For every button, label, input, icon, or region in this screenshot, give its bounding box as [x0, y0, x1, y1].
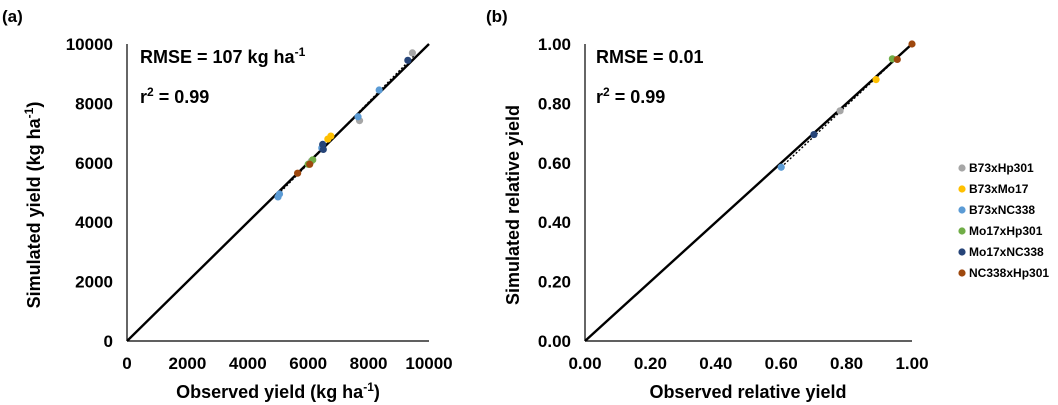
panel-a-x-tick-label: 8000 [350, 354, 388, 373]
legend-label-mo17xhp301: Mo17xHp301 [969, 224, 1043, 238]
panel-a-y-tick-label: 6000 [75, 154, 113, 173]
panel-a-y-axis-title: Simulated yield (kg ha-1) [22, 102, 44, 309]
legend-marker-b73xhp301 [958, 164, 966, 172]
panel-a-y-tick-label: 8000 [75, 94, 113, 113]
panel-a-point-b73xnc338 [275, 190, 284, 198]
panel-b-label: (b) [486, 7, 508, 26]
panel-a-point-b73xnc338 [354, 113, 362, 121]
panel-b-point-nc338xhp301 [908, 40, 916, 48]
legend-marker-b73xnc338 [958, 206, 966, 214]
legend: B73xHp301 B73xMo17 B73xNC338 Mo17xHp301 Mo17… [958, 161, 1049, 280]
panel-b-plot-area: 0.00 0.20 0.40 0.60 0.80 1.00 0.00 0.20 0.40 0.60… [538, 35, 929, 373]
panel-a-point-b73xmo17 [324, 135, 332, 143]
panel-a-point-nc338xhp301 [306, 160, 314, 168]
panel-b-point-nc338xhp301 [893, 55, 901, 64]
panel-a-point-b73xnc338 [375, 86, 383, 94]
panel-a-point-mo17xnc338 [404, 56, 412, 64]
panel-b-y-tick-label: 0.80 [538, 94, 571, 113]
panel-a-x-tick-label: 10000 [405, 354, 452, 373]
panel-b-y-axis-title: Simulated relative yield [503, 105, 523, 305]
panel-b-x-tick-label: 0.60 [765, 354, 798, 373]
panel-a-y-tick-label: 2000 [75, 273, 113, 292]
panel-a-r2-annotation: r2 = 0.99 [140, 85, 209, 107]
panel-b-point-b73xmo17 [872, 76, 880, 84]
panel-b-point-b73xnc338 [777, 163, 785, 171]
legend-marker-mo17xnc338 [958, 248, 966, 256]
panel-a-x-tick-label: 0 [122, 354, 131, 373]
panel-a-x-tick-label: 2000 [168, 354, 206, 373]
panel-b-x-tick-label: 0.20 [634, 354, 667, 373]
panel-b-x-axis-title: Observed relative yield [649, 382, 846, 402]
panel-b-point-b73xhp301 [836, 107, 844, 115]
panel-a-point-b73xhp301 [408, 49, 416, 57]
panel-a-x-axis-title: Observed yield (kg ha-1) [176, 380, 380, 402]
legend-marker-mo17xhp301 [958, 227, 966, 235]
panel-b-y-tick-label: 0.20 [538, 273, 571, 292]
panel-b-trend-line [780, 43, 913, 168]
panel-b: (b) Simulated relative yield Observed re… [486, 7, 929, 402]
panel-a-x-tick-label: 4000 [229, 354, 267, 373]
panel-b-y-tick-label: 0.60 [538, 154, 571, 173]
legend-marker-b73xmo17 [958, 185, 966, 193]
panel-a-x-tick-label: 6000 [289, 354, 327, 373]
legend-label-mo17xnc338: Mo17xNC338 [969, 245, 1044, 259]
panel-a-rmse-annotation: RMSE = 107 kg ha-1 [140, 45, 306, 67]
panel-a-plot-area: 0 2000 4000 6000 8000 10000 0 2000 4000 6000 8000 1… [66, 35, 453, 373]
panel-b-x-tick-label: 0.80 [830, 354, 863, 373]
panel-a-y-tick-label: 4000 [75, 213, 113, 232]
legend-label-b73xnc338: B73xNC338 [969, 203, 1035, 217]
panel-a-y-tick-label: 10000 [66, 35, 113, 54]
panel-b-x-tick-label: 0.00 [568, 354, 601, 373]
panel-b-point-mo17xnc338 [810, 130, 818, 139]
panel-a-label: (a) [2, 7, 23, 26]
panel-b-x-tick-label: 0.40 [699, 354, 732, 373]
panel-b-r2-annotation: r2 = 0.99 [596, 85, 665, 107]
panel-b-y-tick-label: 0.40 [538, 213, 571, 232]
panel-a-y-tick-label: 0 [104, 332, 113, 351]
legend-label-b73xhp301: B73xHp301 [969, 161, 1034, 175]
panel-b-one-to-one-line [584, 43, 913, 342]
legend-label-nc338xhp301: NC338xHp301 [969, 266, 1049, 280]
panel-a-point-nc338xhp301 [294, 169, 302, 177]
legend-marker-nc338xhp301 [958, 269, 966, 277]
legend-label-b73xmo17: B73xMo17 [969, 182, 1029, 196]
panel-b-rmse-annotation: RMSE = 0.01 [596, 47, 704, 67]
panel-b-y-tick-label: 1.00 [538, 35, 571, 54]
panel-b-y-tick-label: 0.00 [538, 332, 571, 351]
panel-a-point-mo17xnc338 [319, 140, 327, 148]
panel-b-x-tick-label: 1.00 [895, 354, 928, 373]
panel-a: (a) Simulated yield (kg ha-1) Observed y… [2, 7, 453, 402]
